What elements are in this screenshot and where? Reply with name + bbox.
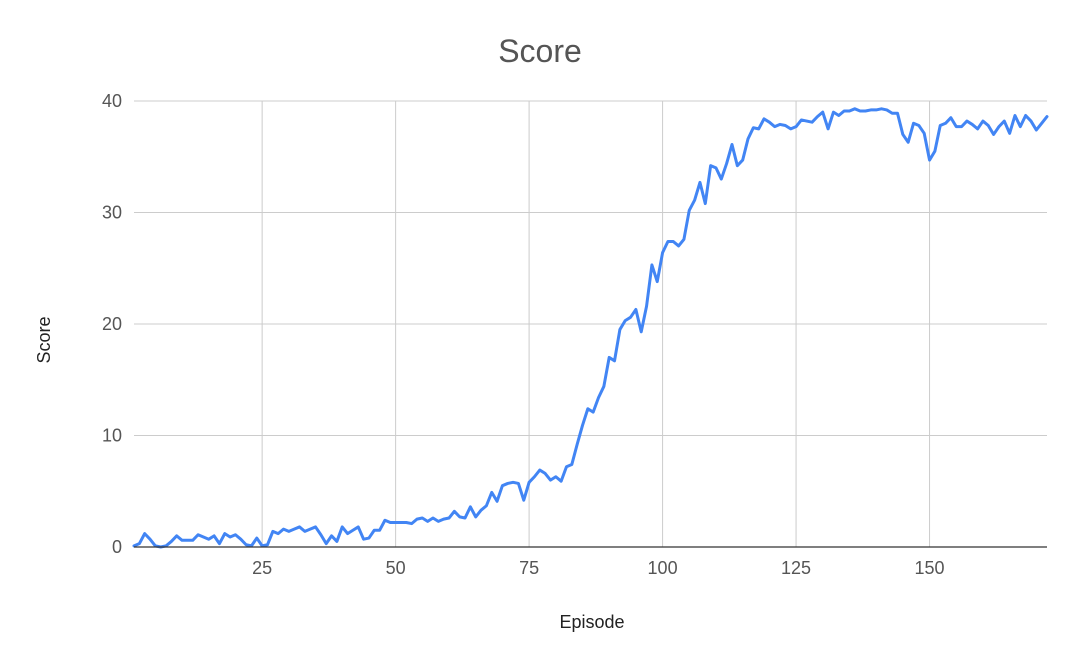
x-axis-title: Episode: [559, 612, 624, 632]
x-tick-label: 100: [648, 558, 678, 578]
chart-title: Score: [498, 33, 582, 69]
series-layer: [132, 107, 1049, 549]
x-tick-label: 75: [519, 558, 539, 578]
y-tick-label: 40: [102, 91, 122, 111]
y-tick-label: 20: [102, 314, 122, 334]
x-tick-labels: 25 50 75 100 125 150: [252, 558, 944, 578]
y-tick-labels: 0 10 20 30 40: [102, 91, 122, 557]
x-tick-label: 25: [252, 558, 272, 578]
x-tick-label: 125: [781, 558, 811, 578]
gridlines: [134, 100, 1047, 547]
y-tick-label: 0: [112, 537, 122, 557]
x-tick-label: 50: [386, 558, 406, 578]
y-axis-title: Score: [34, 316, 54, 363]
series-line: [132, 107, 1049, 549]
y-tick-label: 10: [102, 426, 122, 446]
y-tick-label: 30: [102, 203, 122, 223]
x-tick-label: 150: [915, 558, 945, 578]
